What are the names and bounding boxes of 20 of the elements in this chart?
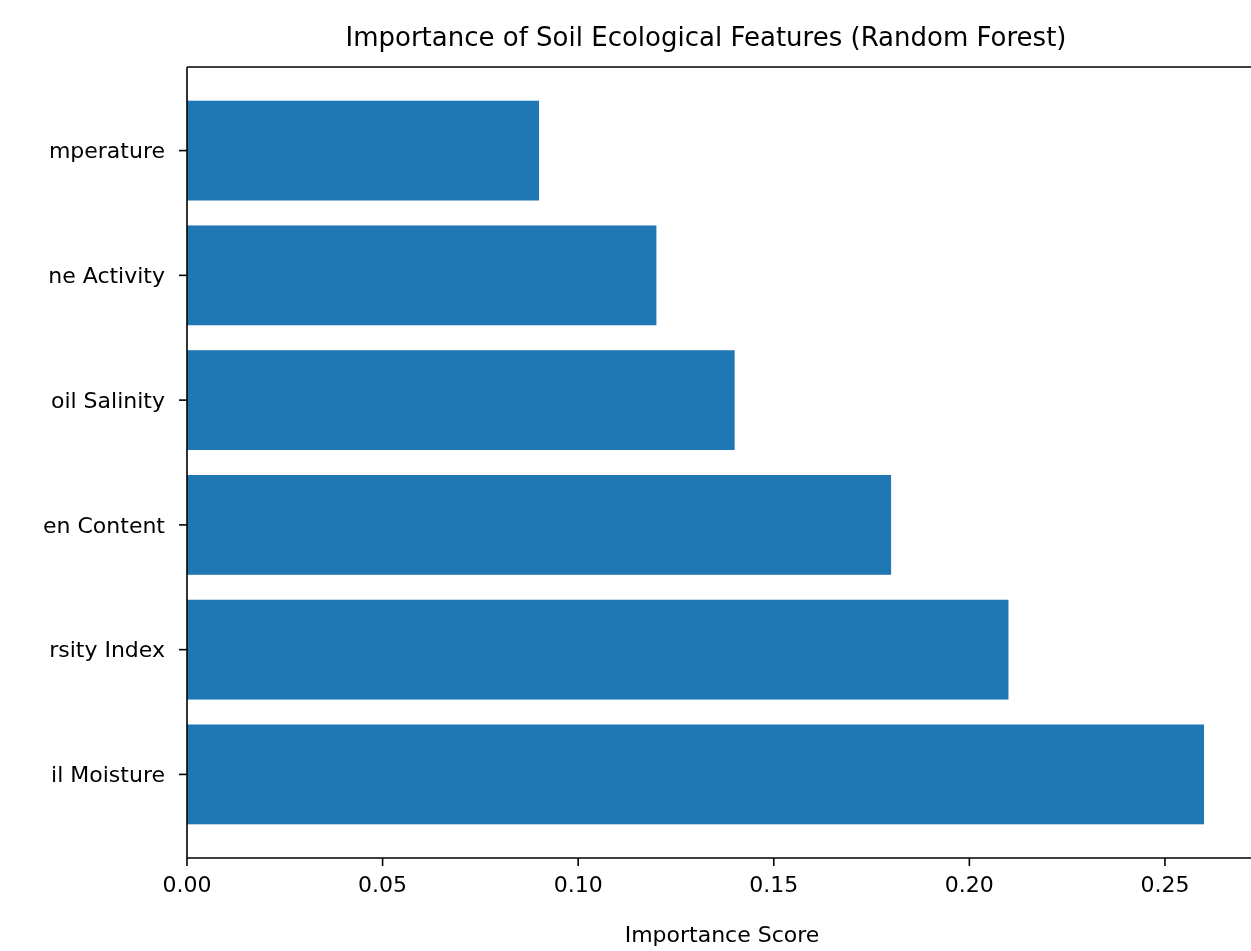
chart-title: Importance of Soil Ecological Features (Random Forest) [345,22,1067,52]
y-tick-label: il Moisture [51,762,165,788]
x-tick-label: 0.20 [944,872,994,897]
bar [187,350,735,451]
x-tick-label: 0.10 [553,872,603,897]
x-axis-title: Importance Score [624,922,820,947]
bar [187,225,657,326]
x-tick-label: 0.25 [1140,872,1190,897]
y-tick-label: mperature [48,138,165,164]
x-tick-label: 0.00 [162,872,212,897]
bar [187,599,1009,700]
y-tick-label: en Content [43,512,166,538]
bar [187,474,892,575]
x-tick-label: 0.15 [749,872,799,897]
bar [187,724,1205,825]
y-tick-label: oil Salinity [50,387,165,413]
y-tick-label: rsity Index [49,637,165,663]
bar [187,100,540,201]
y-tick-label: ne Activity [48,263,165,289]
x-tick-label: 0.05 [358,872,408,897]
